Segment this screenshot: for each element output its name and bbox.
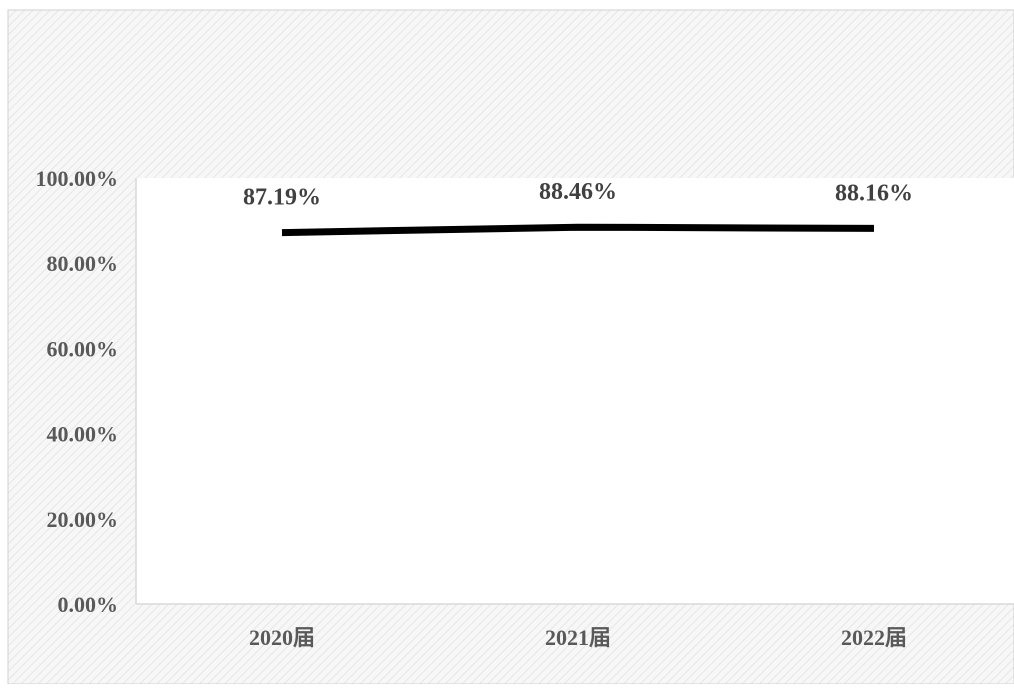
y-tick-label: 20.00% [47,507,119,532]
data-label: 87.19% [243,185,321,211]
x-tick-label: 2021届 [545,625,611,650]
data-label: 88.16% [835,180,913,206]
x-tick-label: 2022届 [841,625,907,650]
y-tick-label: 40.00% [47,422,119,447]
y-tick-label: 60.00% [47,336,119,361]
plot-area-background [136,178,1014,604]
y-tick-label: 100.00% [36,166,119,191]
y-tick-label: 80.00% [47,251,119,276]
y-tick-label: 0.00% [58,592,119,617]
x-tick-label: 2020届 [249,625,315,650]
data-label: 88.46% [539,179,617,205]
